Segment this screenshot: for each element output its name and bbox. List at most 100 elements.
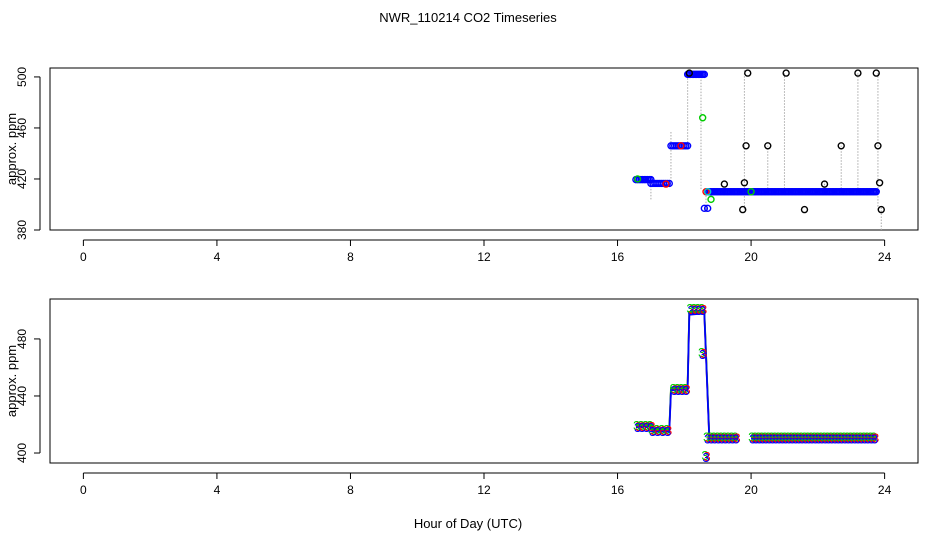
marker-label: 3 (696, 302, 703, 317)
marker-label: 3 (653, 422, 660, 437)
y-tick-label: 500 (15, 67, 29, 87)
data-point-black (740, 179, 749, 187)
marker-label: 3 (749, 431, 756, 446)
marker-label: 3 (688, 302, 695, 317)
marker-label: 3 (771, 429, 778, 444)
marker-label: 3 (766, 431, 773, 446)
marker-label: 3 (729, 431, 736, 446)
data-point-blue (700, 204, 709, 213)
marker-label: 3 (649, 424, 656, 439)
marker-label: 3 (854, 429, 861, 444)
marker-label: 3 (828, 431, 835, 446)
marker-label: 3 (813, 430, 820, 445)
marker-label: 3 (686, 301, 693, 316)
marker-label: 3 (794, 429, 801, 444)
data-point-black (764, 142, 772, 150)
marker-label: 3 (725, 431, 732, 446)
marker-label: 3 (836, 430, 843, 445)
data-point-green (707, 195, 715, 204)
marker-label: 3 (753, 430, 760, 445)
marker-label: 3 (859, 430, 866, 445)
x-tick-label: 16 (611, 250, 625, 264)
marker-label: 3 (841, 431, 848, 446)
marker-label: 3 (783, 430, 790, 445)
marker-label: 3 (702, 450, 709, 465)
marker-label: 3 (700, 302, 707, 317)
marker-label: 3 (788, 429, 795, 444)
data-point-black (837, 142, 845, 150)
marker-label: 3 (721, 429, 728, 444)
y-tick-label: 440 (15, 386, 29, 406)
marker-label: 3 (709, 430, 716, 445)
marker-label: 3 (671, 383, 678, 398)
marker-label: 3 (834, 429, 841, 444)
marker-label: 3 (795, 431, 802, 446)
y-tick-label: 480 (15, 329, 29, 349)
marker-label: 3 (790, 430, 797, 445)
marker-label: 3 (758, 429, 765, 444)
marker-label: 3 (796, 430, 803, 445)
marker-label: 3 (718, 431, 725, 446)
marker-label: 3 (724, 429, 731, 444)
data-point-black (800, 205, 809, 214)
marker-label: 3 (726, 430, 733, 445)
marker-label: 3 (848, 431, 855, 446)
marker-label: 3 (715, 431, 722, 446)
marker-label: 3 (701, 448, 708, 463)
marker-label: 3 (847, 429, 854, 444)
marker-label: 3 (801, 429, 808, 444)
marker-label: 3 (780, 430, 787, 445)
marker-label: 3 (719, 430, 726, 445)
marker-label: 3 (639, 419, 646, 434)
marker-label: 3 (804, 429, 811, 444)
marker-label: 3 (837, 429, 844, 444)
marker-label: 3 (660, 423, 667, 438)
data-point-black (720, 180, 729, 188)
marker-label: 3 (717, 429, 724, 444)
marker-label: 3 (781, 429, 788, 444)
marker-label: 3 (872, 430, 879, 445)
data-point-black (742, 142, 750, 150)
marker-label: 3 (842, 430, 849, 445)
marker-label: 3 (826, 430, 833, 445)
plot-frame (49, 298, 919, 464)
marker-label: 3 (665, 423, 672, 438)
chart-title: NWR_110214 CO2 Timeseries (379, 10, 557, 25)
marker-label: 3 (704, 431, 711, 446)
marker-label: 3 (760, 430, 767, 445)
marker-label: 3 (659, 424, 666, 439)
marker-label: 3 (635, 419, 642, 434)
marker-label: 3 (757, 430, 764, 445)
marker-label: 3 (785, 431, 792, 446)
marker-label: 3 (803, 430, 810, 445)
marker-label: 3 (822, 431, 829, 446)
data-point-black (854, 69, 862, 77)
marker-label: 3 (714, 429, 721, 444)
marker-label: 3 (679, 382, 686, 397)
y-tick-label: 460 (15, 118, 29, 138)
data-point-black (875, 179, 884, 187)
x-tick-label: 4 (214, 250, 221, 264)
marker-label: 3 (845, 431, 852, 446)
x-tick-label: 16 (611, 483, 625, 497)
marker-label: 3 (818, 431, 825, 446)
marker-label: 3 (759, 431, 766, 446)
marker-label: 3 (808, 431, 815, 446)
data-point-blue (872, 188, 880, 196)
y-tick-label: 400 (15, 443, 29, 463)
x-tick-label: 20 (744, 483, 758, 497)
marker-label: 3 (864, 431, 871, 446)
marker-label: 3 (751, 429, 758, 444)
data-point-cyan (703, 188, 712, 196)
marker-label: 3 (678, 383, 685, 398)
marker-label: 3 (644, 419, 651, 434)
marker-label: 3 (677, 381, 684, 396)
marker-label: 3 (835, 431, 842, 446)
marker-label: 3 (860, 429, 867, 444)
marker-label: 3 (799, 431, 806, 446)
marker-label: 3 (774, 429, 781, 444)
marker-label: 3 (809, 430, 816, 445)
marker-label: 3 (711, 431, 718, 446)
marker-label: 3 (816, 430, 823, 445)
marker-label: 3 (654, 424, 661, 439)
